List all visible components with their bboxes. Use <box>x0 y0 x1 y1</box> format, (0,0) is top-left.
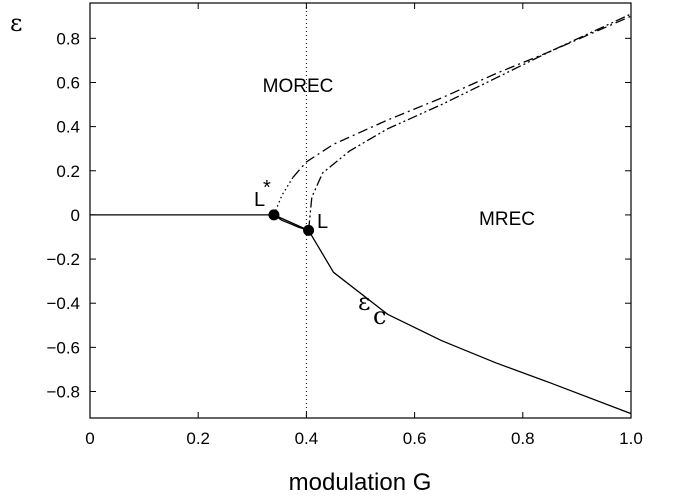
y-axis-title: ε <box>10 9 22 37</box>
y-tick-labels: −0.8 −0.6 −0.4 −0.2 0 0.2 0.4 0.6 0.8 <box>46 29 80 401</box>
region-label-morec: MOREC <box>263 76 334 97</box>
point-label-l: L <box>317 211 328 233</box>
series-line-solid <box>90 214 309 231</box>
series-line-solid <box>273 214 309 232</box>
x-tick-label: 0.2 <box>186 429 210 448</box>
series-line-dash-dot <box>292 15 632 178</box>
eps-c-label: ε <box>358 288 370 316</box>
points-layer <box>268 209 315 236</box>
x-axis-title: modulation G <box>289 469 432 496</box>
y-tick-label: 0.2 <box>56 162 80 181</box>
x-tick-labels: 0 0.2 0.4 0.6 0.8 1.0 <box>85 429 643 448</box>
y-tick-label: −0.4 <box>46 294 80 313</box>
y-tick-label: −0.2 <box>46 250 80 269</box>
x-tick-label: 1.0 <box>619 429 643 448</box>
y-tick-label: 0 <box>71 206 80 225</box>
y-tick-label: 0.6 <box>56 73 80 92</box>
series-layer <box>90 3 632 418</box>
y-tick-label: 0.8 <box>56 29 80 48</box>
eps-c-subscript: c <box>373 302 386 330</box>
x-tick-label: 0.8 <box>511 429 535 448</box>
region-label-mrec: MREC <box>479 209 535 230</box>
point-label-lstar: L <box>254 189 265 211</box>
x-tick-label: 0 <box>85 429 94 448</box>
x-tick-label: 0.6 <box>403 429 427 448</box>
y-tick-label: −0.6 <box>46 338 80 357</box>
y-tick-label: −0.8 <box>46 383 80 402</box>
plot-frame <box>89 2 632 419</box>
y-tick-label: 0.4 <box>56 118 80 137</box>
bifurcation-point-marker <box>303 224 315 236</box>
series-line-solid <box>308 230 632 415</box>
series-line-dotted <box>273 177 294 216</box>
x-tick-label: 0.4 <box>295 429 319 448</box>
bifurcation-point-marker <box>268 209 280 221</box>
series-line-dash-dot-dot <box>307 13 632 231</box>
axis-ticks <box>89 3 632 418</box>
point-label-lstar-star: * <box>263 177 271 199</box>
